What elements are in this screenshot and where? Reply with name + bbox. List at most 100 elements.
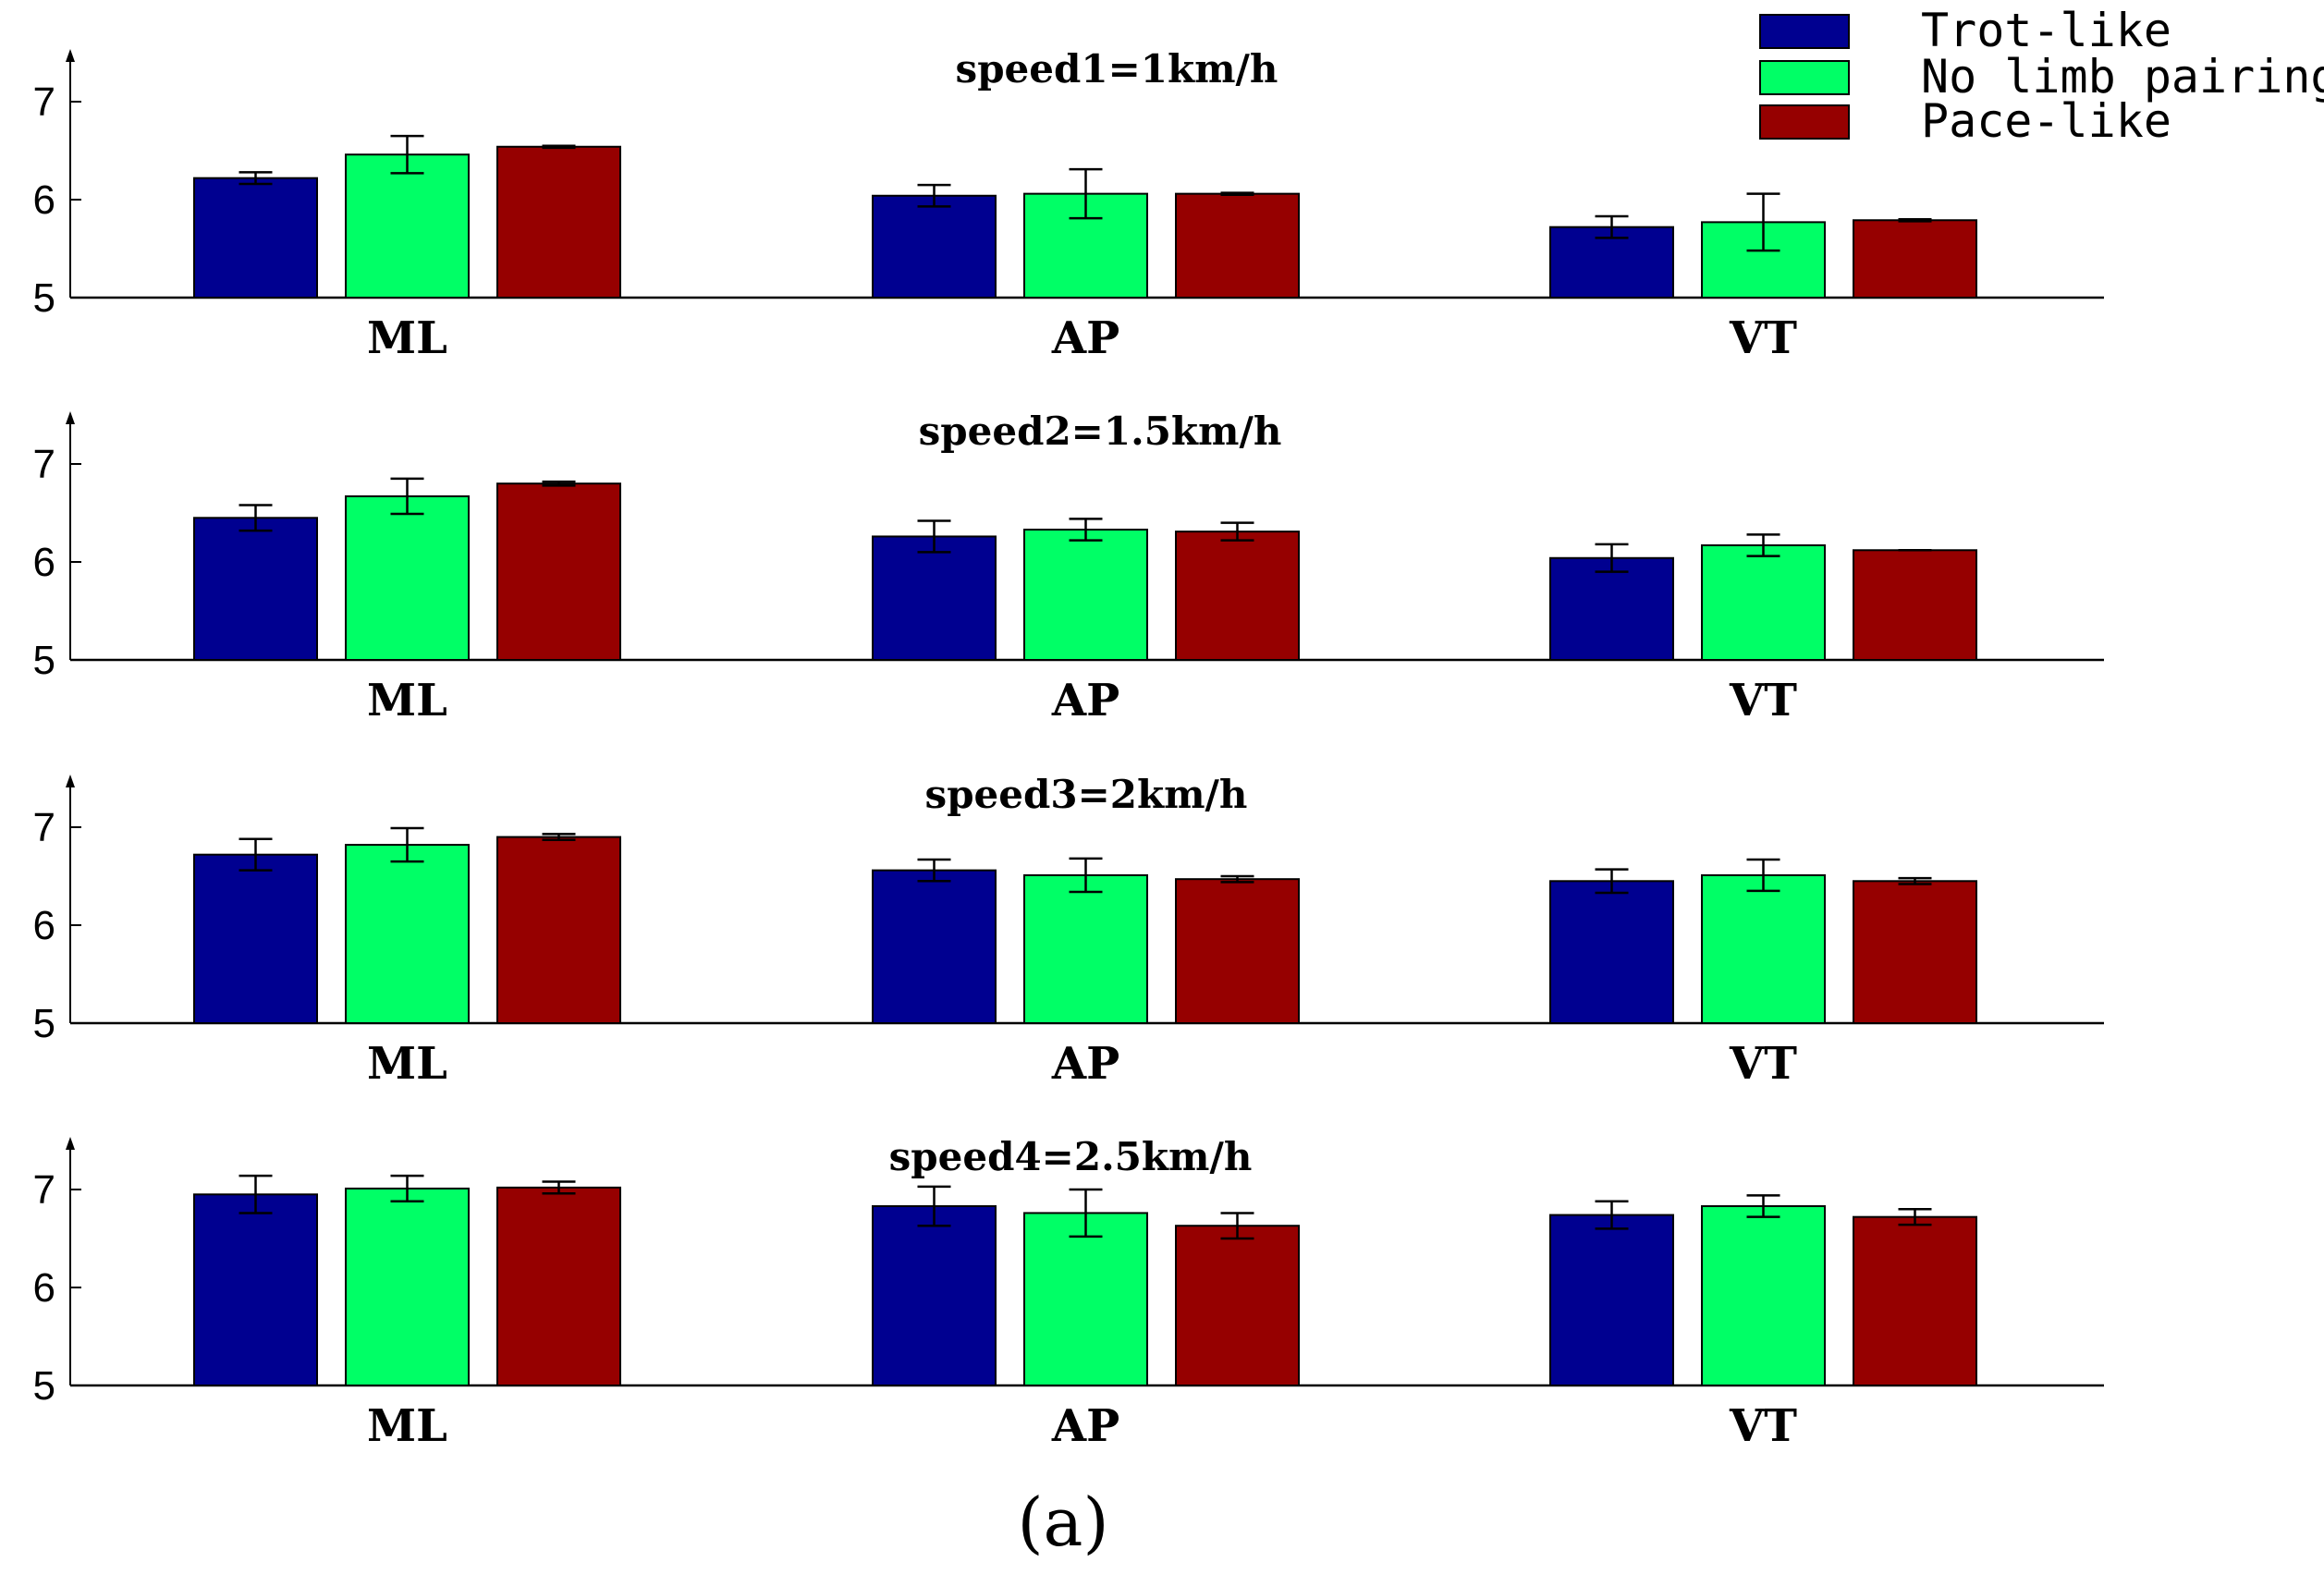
bar-pace-like-vt (1853, 1215, 1977, 1387)
bar-trot-like-ml (193, 853, 318, 1024)
y-axis-arrow (66, 49, 75, 62)
error-bar (917, 1185, 951, 1227)
x-tick-label: VT (1729, 312, 1797, 364)
error-bar (1746, 1194, 1780, 1218)
legend-label: No limb pairing (1921, 50, 2324, 104)
error-bar (1595, 868, 1629, 895)
error-bar (390, 826, 424, 863)
bar-no-limb-pairing-ml (345, 844, 470, 1025)
error-bar (917, 183, 951, 208)
legend-swatch (1759, 60, 1850, 95)
x-tick-label: VT (1729, 1038, 1797, 1090)
error-bar (1746, 192, 1780, 252)
x-tick-label: AP (1051, 312, 1119, 364)
error-bar (1898, 1207, 1932, 1226)
error-bar (1069, 857, 1103, 894)
error-bar (1220, 521, 1254, 542)
error-bar (1898, 217, 1932, 223)
bar-trot-like-vt (1549, 1214, 1674, 1387)
error-bar (1220, 874, 1254, 884)
y-tick-label: 6 (33, 903, 55, 948)
error-bar (1595, 1200, 1629, 1230)
y-axis-arrow (66, 1137, 75, 1150)
error-bar (917, 519, 951, 554)
error-bar (917, 858, 951, 883)
y-tick-label: 5 (33, 1363, 55, 1409)
bar-pace-like-ml (496, 145, 621, 299)
chart-title: speed3=2km/h (925, 772, 1248, 817)
error-bar (390, 1174, 424, 1202)
bar-no-limb-pairing-ap (1023, 873, 1148, 1024)
error-bar (1746, 533, 1780, 557)
bar-no-limb-pairing-ap (1023, 1212, 1148, 1386)
legend-swatch (1759, 104, 1850, 140)
error-bar (390, 477, 424, 516)
bar-no-limb-pairing-ap (1023, 529, 1148, 662)
bar-trot-like-ml (193, 517, 318, 661)
error-bar (542, 144, 576, 150)
y-tick-label: 6 (33, 177, 55, 223)
x-tick-label: VT (1729, 1400, 1797, 1452)
error-bar (239, 171, 273, 186)
bar-pace-like-ap (1175, 878, 1300, 1024)
y-tick-label: 5 (33, 1001, 55, 1046)
x-tick-label: ML (367, 312, 447, 364)
error-bar (542, 833, 576, 842)
bar-pace-like-ml (496, 1186, 621, 1386)
error-bar (1220, 191, 1254, 196)
bar-no-limb-pairing-ml (345, 494, 470, 661)
bar-no-limb-pairing-vt (1701, 543, 1826, 661)
y-tick-label: 5 (33, 275, 55, 321)
bar-no-limb-pairing-ml (345, 153, 470, 299)
bar-pace-like-vt (1853, 880, 1977, 1024)
y-tick-label: 7 (33, 805, 55, 850)
chart-panel-4: speed4=2.5km/h 5 6 7 ML AP VT (33, 1134, 2104, 1452)
x-tick-label: AP (1051, 675, 1119, 726)
x-tick-label: ML (367, 675, 447, 726)
bar-pace-like-ml (496, 836, 621, 1024)
bar-trot-like-ap (872, 194, 997, 299)
bar-pace-like-vt (1853, 219, 1977, 299)
error-bar (239, 1174, 273, 1214)
x-tick-label: AP (1051, 1400, 1119, 1452)
y-tick-label: 7 (33, 1167, 55, 1213)
bar-pace-like-vt (1853, 549, 1977, 662)
y-axis-arrow (66, 411, 75, 424)
error-bar (542, 480, 576, 487)
y-tick-label: 6 (33, 540, 55, 585)
bar-trot-like-ap (872, 1205, 997, 1387)
y-tick-label: 7 (33, 442, 55, 487)
y-axis-arrow (66, 775, 75, 787)
error-bar (1898, 876, 1932, 885)
error-bar (1220, 1212, 1254, 1240)
error-bar (239, 837, 273, 872)
legend-label: Pace-like (1921, 94, 2171, 148)
figure-caption: (a) (1017, 1483, 1108, 1561)
chart-panel-3: speed3=2km/h 5 6 7 ML AP VT (33, 772, 2104, 1090)
bar-trot-like-vt (1549, 556, 1674, 662)
bar-pace-like-ap (1175, 531, 1300, 662)
bar-trot-like-vt (1549, 880, 1674, 1024)
bar-no-limb-pairing-vt (1701, 1205, 1826, 1387)
error-bar (542, 1180, 576, 1195)
chart-title: speed4=2.5km/h (889, 1134, 1253, 1179)
x-tick-label: AP (1051, 1038, 1119, 1090)
error-bar (1746, 858, 1780, 893)
bar-no-limb-pairing-vt (1701, 873, 1826, 1024)
y-tick-label: 5 (33, 638, 55, 683)
bar-no-limb-pairing-ml (345, 1187, 470, 1386)
error-bar (1069, 518, 1103, 542)
chart-panel-1: speed1=1km/h 5 6 7 ML AP VT (33, 46, 2104, 364)
chart-title: speed2=1.5km/h (919, 409, 1282, 454)
error-bar (390, 134, 424, 175)
legend-swatch (1759, 14, 1850, 49)
bar-trot-like-ml (193, 1193, 318, 1387)
y-tick-label: 6 (33, 1265, 55, 1311)
error-bar (1069, 1188, 1103, 1238)
bar-pace-like-ml (496, 482, 621, 662)
error-bar (1069, 167, 1103, 220)
x-tick-label: ML (367, 1038, 447, 1090)
x-tick-label: ML (367, 1400, 447, 1452)
